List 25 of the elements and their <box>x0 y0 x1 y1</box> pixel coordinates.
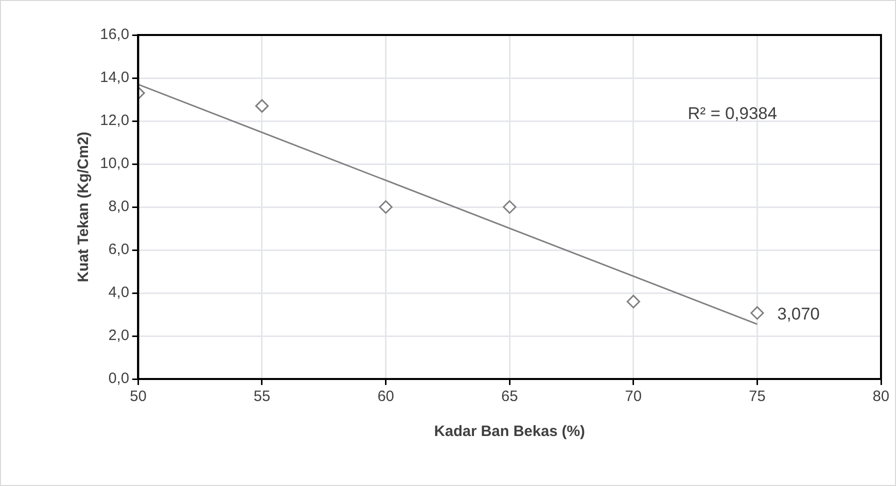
y-tick-label: 8,0 <box>108 198 130 216</box>
y-tick-label: 0,0 <box>108 370 130 388</box>
x-tick-label: 60 <box>377 388 394 406</box>
annotation: 3,070 <box>777 304 820 324</box>
y-tick-label: 14,0 <box>100 69 130 86</box>
point <box>502 200 516 214</box>
y-axis-title: Kuat Tekan (Kg/Cm2) <box>75 132 92 282</box>
point <box>750 306 764 320</box>
y-tick-label: 12,0 <box>100 112 130 130</box>
y-tick-label: 6,0 <box>108 241 130 258</box>
y-tick-label: 4,0 <box>108 284 130 302</box>
point <box>626 294 640 308</box>
y-tick-label: 2,0 <box>108 327 130 344</box>
x-tick-label: 75 <box>748 388 766 406</box>
x-axis-title: Kadar Ban Bekas (%) <box>434 423 586 440</box>
y-tick-label: 16,0 <box>100 26 130 44</box>
x-tick-label: 80 <box>872 388 890 406</box>
x-tick-label: 65 <box>501 388 518 406</box>
point <box>379 200 393 214</box>
x-tick-label: 55 <box>254 388 270 406</box>
annotation: R² = 0,9384 <box>688 104 778 123</box>
x-tick-label: 50 <box>130 388 147 406</box>
point <box>255 99 269 113</box>
y-tick-label: 10,0 <box>100 155 130 172</box>
x-tick-label: 70 <box>625 388 642 406</box>
